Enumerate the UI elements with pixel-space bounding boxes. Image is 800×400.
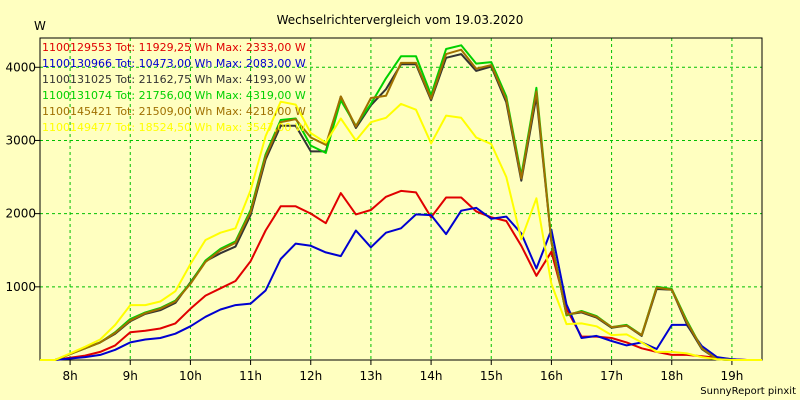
series-line-6 bbox=[40, 100, 762, 361]
x-tick-label: 16h bbox=[540, 369, 563, 383]
legend-entry-6: 1100149477 Tot: 18524,50 Wh Max: 3547,00… bbox=[42, 121, 306, 134]
x-tick-label: 15h bbox=[480, 369, 503, 383]
y-tick-label: 3000 bbox=[5, 133, 36, 147]
footer-credit: SunnyReport pinxit bbox=[700, 386, 796, 397]
y-tick-label: 2000 bbox=[5, 207, 36, 221]
chart-title: Wechselrichtervergleich vom 19.03.2020 bbox=[277, 13, 524, 27]
x-axis: 8h 9h 10h 11h 12h 13h 14h 15h 16h 17h 18h 19h bbox=[62, 360, 743, 383]
legend: 1100129553 Tot: 11929,25 Wh Max: 2333,00… bbox=[42, 41, 306, 134]
x-tick-label: 10h bbox=[179, 369, 202, 383]
legend-entry-5: 1100145421 Tot: 21509,00 Wh Max: 4218,00… bbox=[42, 105, 306, 118]
x-tick-label: 17h bbox=[600, 369, 623, 383]
grid bbox=[40, 38, 762, 360]
x-tick-label: 11h bbox=[239, 369, 262, 383]
series-line-5 bbox=[40, 48, 762, 361]
y-axis-label: W bbox=[34, 19, 46, 33]
x-tick-label: 13h bbox=[359, 369, 382, 383]
series-line-1 bbox=[40, 189, 762, 361]
legend-entry-1: 1100129553 Tot: 11929,25 Wh Max: 2333,00… bbox=[42, 41, 306, 54]
legend-entry-3: 1100131025 Tot: 21162,75 Wh Max: 4193,00… bbox=[42, 73, 306, 86]
x-tick-label: 8h bbox=[62, 369, 77, 383]
y-tick-label: 4000 bbox=[5, 60, 36, 74]
x-tick-label: 9h bbox=[123, 369, 138, 383]
series-lines bbox=[40, 44, 762, 361]
x-tick-label: 14h bbox=[420, 369, 443, 383]
x-tick-label: 12h bbox=[299, 369, 322, 383]
x-tick-label: 19h bbox=[720, 369, 743, 383]
x-tick-label: 18h bbox=[660, 369, 683, 383]
y-axis: 1000 2000 3000 4000 bbox=[5, 60, 40, 294]
y-tick-label: 1000 bbox=[5, 280, 36, 294]
legend-entry-2: 1100130966 Tot: 10473,00 Wh Max: 2083,00… bbox=[42, 57, 306, 70]
plot-frame bbox=[39, 37, 763, 361]
legend-entry-4: 1100131074 Tot: 21756,00 Wh Max: 4319,00… bbox=[42, 89, 306, 102]
